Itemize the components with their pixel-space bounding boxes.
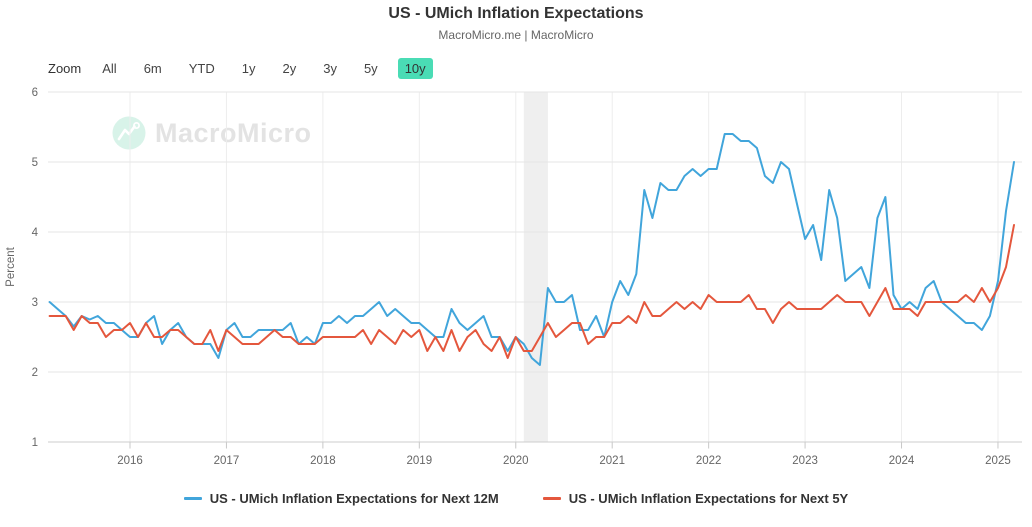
range-button-10y[interactable]: 10y <box>397 58 433 79</box>
x-axis-tick-label: 2025 <box>985 455 1011 467</box>
range-button-ytd[interactable]: YTD <box>188 61 215 76</box>
x-axis-tick-label: 2022 <box>696 455 722 467</box>
watermark-text: MacroMicro <box>155 117 312 148</box>
x-axis-tick-label: 2019 <box>407 455 433 467</box>
legend-item-next-12m[interactable]: US - UMich Inflation Expectations for Ne… <box>183 491 499 506</box>
legend-dash-icon <box>183 497 202 500</box>
y-axis-tick-label: 5 <box>32 157 38 169</box>
x-axis-tick-label: 2024 <box>889 455 915 467</box>
legend-dash-icon <box>542 497 561 500</box>
x-axis-tick-label: 2016 <box>117 455 143 467</box>
x-axis-tick-label: 2018 <box>310 455 336 467</box>
series-line-next-12m[interactable] <box>48 133 1015 366</box>
zoom-label: Zoom <box>48 61 82 76</box>
y-axis-tick-label: 2 <box>32 367 38 379</box>
legend-label: US - UMich Inflation Expectations for Ne… <box>209 491 499 506</box>
range-buttons: All 6m YTD 1y 2y 3y 5y 10y <box>95 58 445 79</box>
range-button-2y[interactable]: 2y <box>282 61 297 76</box>
range-button-all[interactable]: All <box>102 61 117 76</box>
legend-item-next-5y[interactable]: US - UMich Inflation Expectations for Ne… <box>542 491 849 506</box>
series-line-next-5y[interactable] <box>48 224 1015 359</box>
range-selector: Zoom All 6m YTD 1y 2y 3y 5y 10y <box>48 58 446 79</box>
y-axis-tick-label: 3 <box>32 297 38 309</box>
legend-label: US - UMich Inflation Expectations for Ne… <box>568 491 849 506</box>
range-button-5y[interactable]: 5y <box>363 61 378 76</box>
x-axis-tick-label: 2023 <box>792 455 818 467</box>
recession-band <box>523 92 548 442</box>
y-axis-tick-label: 4 <box>32 227 39 239</box>
x-axis-tick-label: 2020 <box>503 455 529 467</box>
y-axis-tick-label: 6 <box>32 87 38 99</box>
chart-subtitle: MacroMicro.me | MacroMicro <box>438 28 594 42</box>
legend: US - UMich Inflation Expectations for Ne… <box>0 491 1032 506</box>
range-button-6m[interactable]: 6m <box>143 61 162 76</box>
y-axis-tick-label: 1 <box>32 437 38 449</box>
macromicro-logo-icon <box>112 116 146 150</box>
y-axis-title: Percent <box>5 246 17 286</box>
range-button-1y[interactable]: 1y <box>241 61 256 76</box>
x-axis-tick-label: 2017 <box>214 455 240 467</box>
chart-title: US - UMich Inflation Expectations <box>388 5 644 22</box>
watermark: MacroMicro <box>112 116 312 150</box>
range-button-3y[interactable]: 3y <box>323 61 337 76</box>
x-axis-tick-label: 2021 <box>599 455 625 467</box>
